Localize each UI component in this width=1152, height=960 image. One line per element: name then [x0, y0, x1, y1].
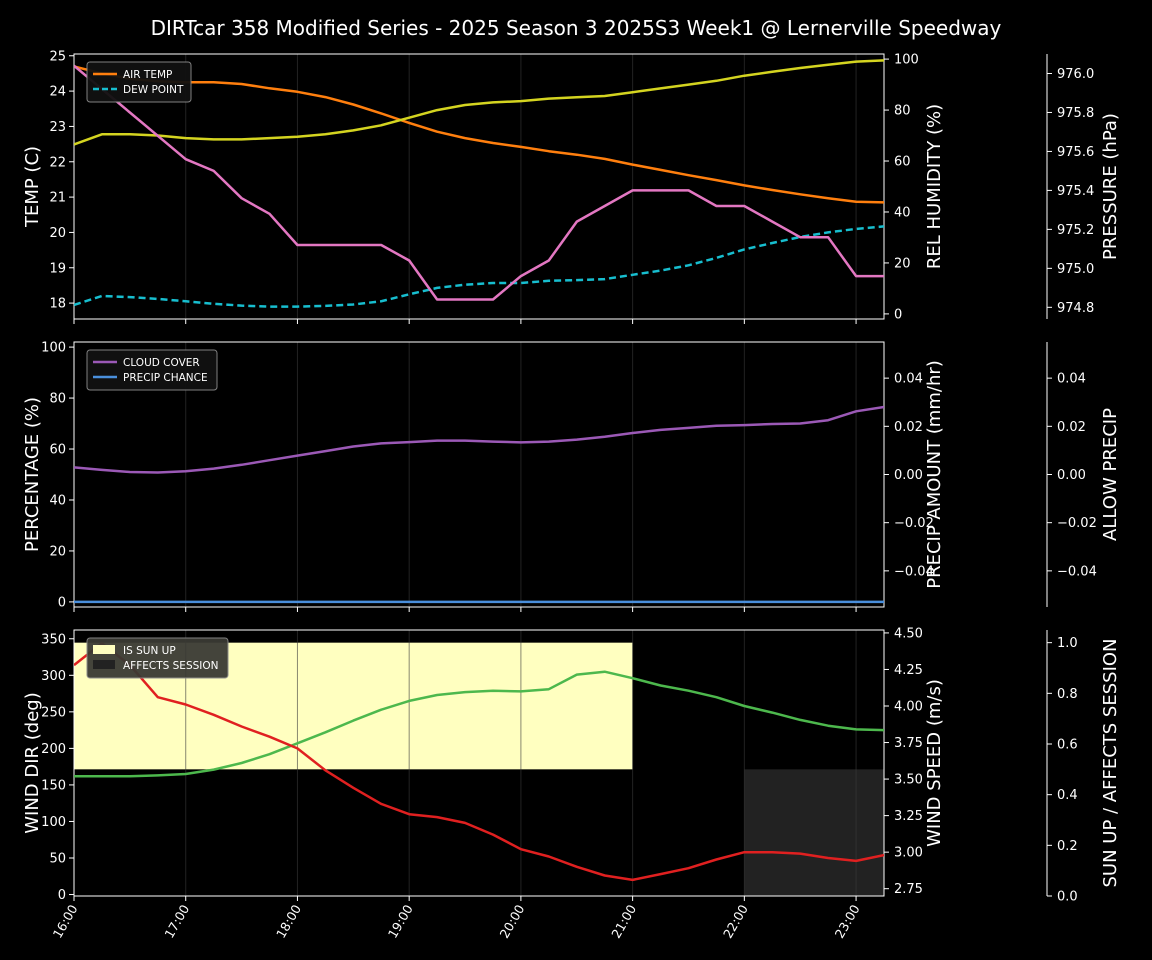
- chart-panels: 1819202122232425020406080100974.8975.097…: [22, 49, 1121, 940]
- y-tick-label-right2: −0.04: [1057, 564, 1097, 579]
- y-tick-label-right2: 0.00: [1057, 468, 1086, 483]
- series-line-wind-speed: [74, 641, 884, 882]
- y-tick-label-right2: 0.2: [1057, 839, 1078, 854]
- y-tick-label-left: 20: [49, 544, 66, 559]
- y-tick-label-right2: 974.8: [1057, 301, 1094, 316]
- y-tick-label-right2: 0.8: [1057, 687, 1078, 702]
- panel-precipitation: 0 20 40 60 80 100 −0.04 −0.02 0.00 0.02 0.04 −0.04 −…: [22, 341, 1121, 612]
- y-tick-label-right2: 1.0: [1057, 636, 1078, 651]
- y-tick-label-left: 50: [49, 852, 66, 867]
- y-tick-label-left: 19: [49, 261, 66, 276]
- y-tick-label-right2: 0.04: [1057, 372, 1086, 387]
- y-axis-label-right: PRECIP AMOUNT (mm/hr): [924, 360, 945, 589]
- y-tick-label-left: 60: [49, 443, 66, 458]
- series-line-dew-point: [74, 225, 884, 308]
- legend-label: AFFECTS SESSION: [123, 660, 219, 672]
- y-axis-label-right2: SUN UP / AFFECTS SESSION: [1100, 638, 1121, 887]
- y-tick-label-right2: 0.02: [1057, 420, 1086, 435]
- y-tick-label-right: 3.25: [894, 809, 923, 824]
- y-tick-label-right: 4.25: [894, 663, 923, 678]
- y-tick-label-left: 23: [49, 120, 66, 135]
- series-line-wind-dir: [74, 670, 884, 778]
- y-axis-label-left: PERCENTAGE (%): [22, 397, 43, 552]
- series-line-rel-humidity: [74, 59, 884, 146]
- y-tick-label-left: 200: [41, 742, 66, 757]
- y-axis-label-right2: PRESSURE (hPa): [1100, 113, 1121, 260]
- y-tick-label-left: 150: [41, 778, 66, 793]
- y-axis-label-right: REL HUMIDITY (%): [924, 104, 945, 269]
- y-tick-label-left: 18: [49, 297, 66, 312]
- series-line-air-temp: [74, 65, 884, 204]
- legend-label: IS SUN UP: [123, 645, 176, 657]
- y-tick-label-right: 4.00: [894, 700, 923, 715]
- legend-box: [86, 349, 218, 391]
- y-axis-label-left: WIND DIR (deg): [22, 692, 43, 834]
- legend-box: [86, 637, 229, 679]
- y-tick-label-right2: 975.4: [1057, 184, 1094, 199]
- y-tick-label-left: 20: [49, 226, 66, 241]
- y-tick-label-right2: 975.0: [1057, 262, 1094, 277]
- legend-label: PRECIP CHANCE: [123, 372, 208, 384]
- y-tick-label-left: 40: [49, 493, 66, 508]
- y-tick-label-left: 24: [49, 85, 66, 100]
- chart-title: DIRTcar 358 Modified Series - 2025 Seaso…: [151, 16, 1002, 40]
- y-tick-label-left: 25: [49, 49, 66, 64]
- series-line-cloud-cover: [74, 405, 884, 474]
- legend-swatch: [93, 645, 115, 654]
- y-tick-label-left: 250: [41, 705, 66, 720]
- y-axis-label-right2: ALLOW PRECIP: [1100, 408, 1121, 541]
- panel-frame: [73, 629, 885, 897]
- y-tick-label-right2: 0.6: [1057, 738, 1078, 753]
- y-tick-label-left: 300: [41, 669, 66, 684]
- panel-frame: [73, 53, 885, 320]
- y-tick-label-right: 3.50: [894, 773, 923, 788]
- y-tick-label-right2: −0.02: [1057, 516, 1097, 531]
- y-tick-label-left: 100: [41, 341, 66, 356]
- y-axis-label-right: WIND SPEED (m/s): [924, 679, 945, 847]
- panel-wind: 0 50 100 150 200 250 300 350 2.75 3.00 3.25 3.50 3.7…: [22, 626, 1121, 904]
- y-tick-label-right: 0.00: [894, 468, 923, 483]
- y-tick-label-right2: 0.4: [1057, 788, 1078, 803]
- y-tick-label-left: 21: [49, 191, 66, 206]
- y-tick-label-right: −0.04: [894, 564, 934, 579]
- y-tick-label-left: 22: [49, 155, 66, 170]
- y-tick-label-right: 4.50: [894, 626, 923, 641]
- y-tick-label-right: 40: [894, 205, 911, 220]
- y-tick-label-right2: 975.2: [1057, 223, 1094, 238]
- y-tick-label-right: 100: [894, 53, 919, 68]
- y-tick-label-left: 0: [58, 595, 66, 610]
- band-affects-session: [744, 769, 884, 896]
- y-tick-label-right: −0.02: [894, 516, 934, 531]
- series-line-pressure: [74, 64, 884, 301]
- y-tick-label-right: 20: [894, 256, 911, 271]
- y-tick-label-left: 80: [49, 392, 66, 407]
- y-tick-label-right: 60: [894, 155, 911, 170]
- legend-label: AIR TEMP: [123, 69, 172, 81]
- y-tick-label-left: 100: [41, 815, 66, 830]
- legend-label: DEW POINT: [123, 84, 184, 96]
- y-tick-label-right2: 976.0: [1057, 67, 1094, 82]
- y-tick-label-right2: 975.8: [1057, 106, 1094, 121]
- panel-temperature: 18 19 20 21 22 23 24 25 0 20 40 60 80 100 974.8 975.0 97…: [22, 49, 1121, 324]
- y-axis-label-left: TEMP (C): [22, 146, 43, 228]
- y-tick-label-left: 0: [58, 888, 66, 903]
- y-tick-label-right2: 0.0: [1057, 890, 1078, 905]
- y-tick-label-right: 3.00: [894, 846, 923, 861]
- y-tick-label-right: 0.04: [894, 372, 923, 387]
- y-tick-label-right2: 975.6: [1057, 145, 1094, 160]
- y-tick-label-right: 80: [894, 104, 911, 119]
- y-tick-label-right: 0: [894, 307, 902, 322]
- y-tick-label-right: 0.02: [894, 420, 923, 435]
- y-tick-label-left: 350: [41, 632, 66, 647]
- y-tick-label-right: 3.75: [894, 736, 923, 751]
- legend-label: CLOUD COVER: [123, 357, 200, 369]
- y-tick-label-right: 2.75: [894, 882, 923, 897]
- legend-swatch: [93, 660, 115, 669]
- legend-box: [86, 61, 192, 103]
